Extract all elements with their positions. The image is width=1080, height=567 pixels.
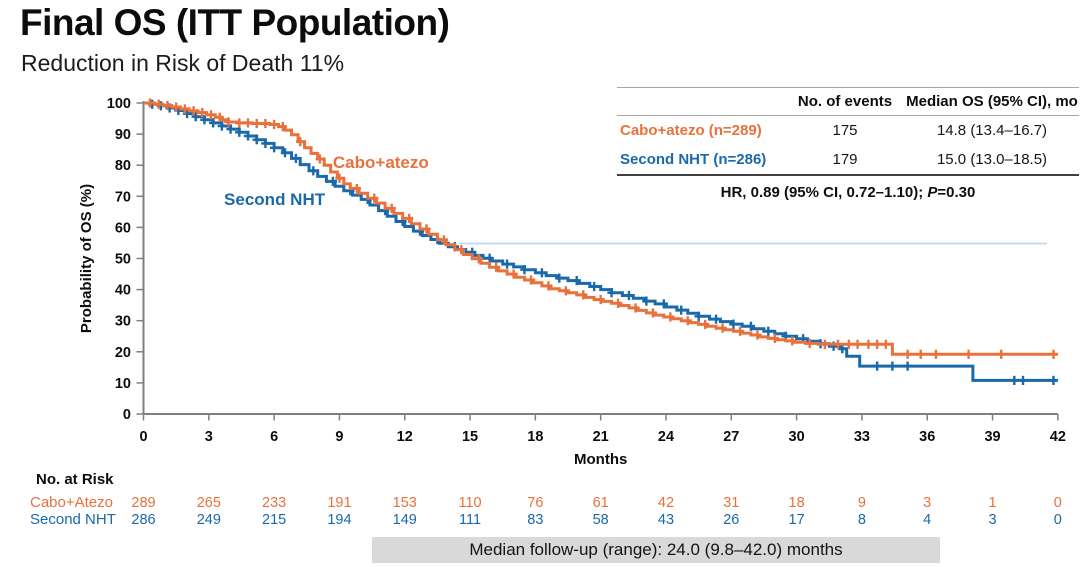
y-tick-label: 30	[115, 314, 131, 330]
x-tick-label: 36	[919, 429, 935, 445]
summary-row-second-nht: Second NHT (n=286) 179 15.0 (13.0–18.5)	[617, 145, 1079, 174]
page-title: Final OS (ITT Population)	[20, 2, 450, 43]
y-tick-label: 80	[115, 158, 131, 174]
at-risk-value: 76	[527, 495, 543, 511]
at-risk-value: 58	[593, 512, 609, 528]
at-risk-value: 43	[658, 512, 674, 528]
x-axis-title: Months	[574, 451, 627, 468]
at-risk-value: 0	[1054, 512, 1062, 528]
at-risk-value: 233	[262, 495, 286, 511]
at-risk-value: 249	[197, 512, 221, 528]
at-risk-value: 215	[262, 512, 286, 528]
hr-p-value: =0.30	[937, 184, 976, 201]
x-tick-label: 30	[789, 429, 805, 445]
at-risk-value: 83	[527, 512, 543, 528]
page-subtitle: Reduction in Risk of Death 11%	[21, 50, 345, 76]
y-tick-label: 100	[107, 96, 131, 112]
at-risk-value: 3	[923, 495, 931, 511]
x-tick-label: 21	[593, 429, 609, 445]
x-tick-label: 24	[658, 429, 674, 445]
at-risk-label-cabo-atezo: Cabo+Atezo	[30, 494, 113, 511]
x-tick-label: 6	[270, 429, 278, 445]
at-risk-value: 110	[458, 495, 481, 511]
at-risk-label-second-nht: Second NHT	[30, 511, 116, 528]
at-risk-value: 149	[393, 512, 417, 528]
summary-row-label: Second NHT (n=286)	[620, 151, 767, 168]
y-tick-label: 70	[115, 189, 131, 205]
y-tick-label: 50	[115, 252, 131, 268]
summary-header-events: No. of events	[797, 93, 893, 110]
x-tick-label: 42	[1050, 429, 1066, 445]
x-tick-label: 15	[462, 429, 478, 445]
summary-row-cabo-atezo: Cabo+atezo (n=289) 175 14.8 (13.4–16.7)	[617, 116, 1079, 145]
at-risk-value: 4	[923, 512, 931, 528]
summary-header-median: Median OS (95% CI), mo	[906, 93, 1078, 110]
at-risk-value: 191	[327, 495, 351, 511]
at-risk-value: 31	[723, 495, 739, 511]
x-tick-label: 3	[205, 429, 213, 445]
series-label: Cabo+atezo	[333, 153, 429, 172]
x-tick-label: 9	[335, 429, 343, 445]
y-tick-label: 0	[123, 407, 131, 423]
summary-table: No. of events Median OS (95% CI), mo Cab…	[617, 87, 1079, 176]
at-risk-header: No. at Risk	[36, 471, 114, 488]
at-risk-value: 42	[658, 495, 674, 511]
x-tick-label: 18	[527, 429, 543, 445]
at-risk-value: 61	[593, 495, 609, 511]
at-risk-value: 194	[327, 512, 351, 528]
axes: 0 3 6 9 12 15 18 21 24 27 30 33 36 39 4201020304050607…	[78, 96, 1066, 468]
at-risk-value: 9	[858, 495, 866, 511]
x-tick-label: 27	[723, 429, 739, 445]
y-tick-label: 40	[115, 283, 131, 299]
x-tick-label: 39	[984, 429, 1000, 445]
summary-row-events: 179	[832, 151, 858, 168]
y-axis-title: Probability of OS (%)	[78, 184, 95, 333]
summary-row-median: 15.0 (13.0–18.5)	[936, 151, 1048, 168]
y-tick-label: 20	[115, 345, 131, 361]
at-risk-value: 111	[459, 512, 481, 528]
median-followup-box: Median follow-up (range): 24.0 (9.8–42.0…	[372, 537, 940, 563]
at-risk-value: 3	[988, 512, 996, 528]
summary-row-median: 14.8 (13.4–16.7)	[936, 122, 1048, 139]
y-tick-label: 90	[115, 127, 131, 143]
hr-p-symbol: P	[927, 184, 938, 201]
at-risk-value: 17	[789, 512, 805, 528]
at-risk-value: 1	[988, 495, 996, 511]
summary-table-header-row: No. of events Median OS (95% CI), mo	[617, 88, 1079, 116]
summary-row-events: 175	[832, 122, 858, 139]
y-tick-label: 60	[115, 220, 131, 236]
x-tick-label: 0	[139, 429, 147, 445]
at-risk-value: 26	[723, 512, 739, 528]
at-risk-value: 18	[789, 495, 805, 511]
at-risk-value: 8	[858, 512, 866, 528]
hr-prefix: HR, 0.89 (95% CI, 0.72–1.10);	[720, 184, 928, 201]
summary-row-label: Cabo+atezo (n=289)	[620, 122, 762, 139]
series-label: Second NHT	[224, 190, 326, 209]
series-cabo-atezo: Cabo+atezo	[143, 98, 1058, 359]
x-tick-label: 12	[397, 429, 413, 445]
at-risk-value: 265	[197, 495, 221, 511]
at-risk-value: 153	[393, 495, 417, 511]
at-risk-value: 0	[1054, 495, 1062, 511]
x-tick-label: 33	[854, 429, 870, 445]
hazard-ratio-text: HR, 0.89 (95% CI, 0.72–1.10); P=0.30	[617, 184, 1079, 201]
at-risk-value: 289	[131, 495, 155, 511]
y-tick-label: 10	[115, 376, 131, 392]
at-risk-value: 286	[131, 512, 155, 528]
